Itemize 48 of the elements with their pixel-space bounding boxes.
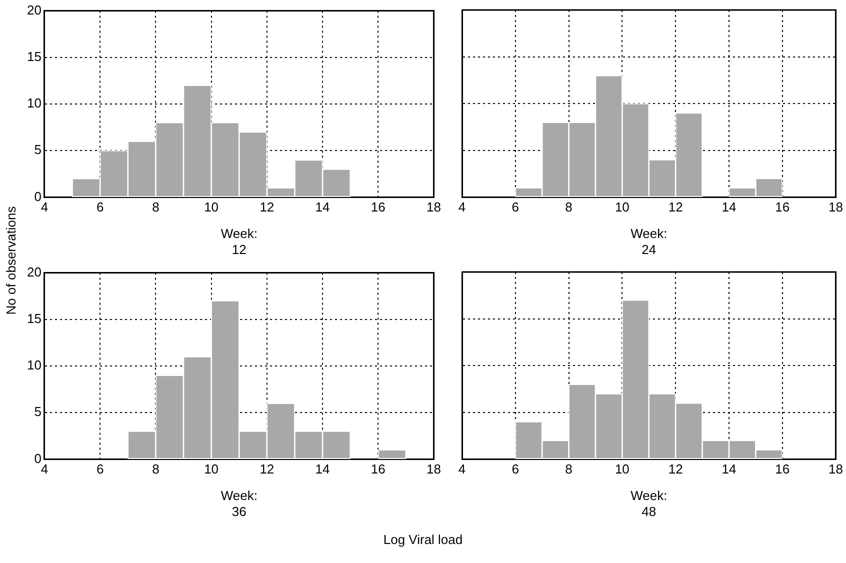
x-tick-label: 10	[614, 462, 630, 477]
x-tick-label: 18	[828, 462, 844, 477]
y-tick-label: 10	[26, 358, 42, 373]
x-tick-label: 18	[426, 200, 442, 215]
y-tick-label: 5	[34, 142, 42, 158]
x-tick-label: 4	[458, 462, 466, 477]
x-axis-title: Week: 24	[630, 226, 668, 257]
x-tick-label: 14	[722, 462, 736, 477]
x-tick-label: 12	[668, 200, 683, 215]
text: Log Viral load	[382, 532, 464, 547]
y-tick-label: 15	[26, 310, 42, 326]
x-tick-label: 6	[512, 200, 520, 215]
x-tick-label: 4	[458, 200, 466, 215]
x-tick-label: 14	[722, 200, 736, 215]
x-tick-label: 6	[96, 200, 104, 215]
y-tick-label: 5	[34, 404, 42, 420]
x-tick-label: 14	[315, 462, 330, 477]
y-tick-label: 10	[26, 96, 42, 111]
x-tick-label: 12	[260, 200, 274, 215]
x-tick-label: 8	[565, 200, 572, 215]
x-tick-label: 12	[668, 462, 683, 477]
x-axis-title: Week: 12	[220, 226, 258, 257]
x-tick-label: 6	[512, 462, 520, 477]
x-tick-label: 16	[370, 200, 386, 215]
y-tick-label: 20	[26, 2, 42, 18]
x-axis-title: Week: 48	[630, 488, 668, 519]
x-tick-label: 18	[828, 200, 844, 215]
x-tick-label: 16	[370, 462, 386, 477]
x-axis-title: Week: 36	[220, 488, 258, 519]
y-axis-title: No of observations	[4, 206, 18, 314]
x-tick-label: 10	[204, 200, 219, 215]
x-tick-label: 10	[614, 200, 630, 215]
x-tick-label: 12	[260, 462, 274, 477]
x-tick-label: 8	[565, 462, 572, 477]
x-tick-label: 6	[96, 462, 104, 477]
x-tick-label: 4	[40, 200, 48, 215]
y-tick-label: 0	[34, 450, 42, 466]
x-tick-label: 14	[315, 200, 330, 215]
x-tick-label: 10	[204, 462, 219, 477]
x-tick-label: 8	[152, 200, 160, 215]
x-tick-label: 4	[40, 462, 48, 477]
x-tick-label: 8	[152, 462, 160, 477]
y-tick-label: 0	[34, 188, 42, 204]
y-tick-label: 20	[26, 264, 42, 280]
x-tick-label: 16	[775, 200, 790, 215]
y-tick-label: 15	[26, 48, 42, 64]
x-tick-label: 16	[775, 462, 790, 477]
x-tick-label: 18	[426, 462, 442, 477]
